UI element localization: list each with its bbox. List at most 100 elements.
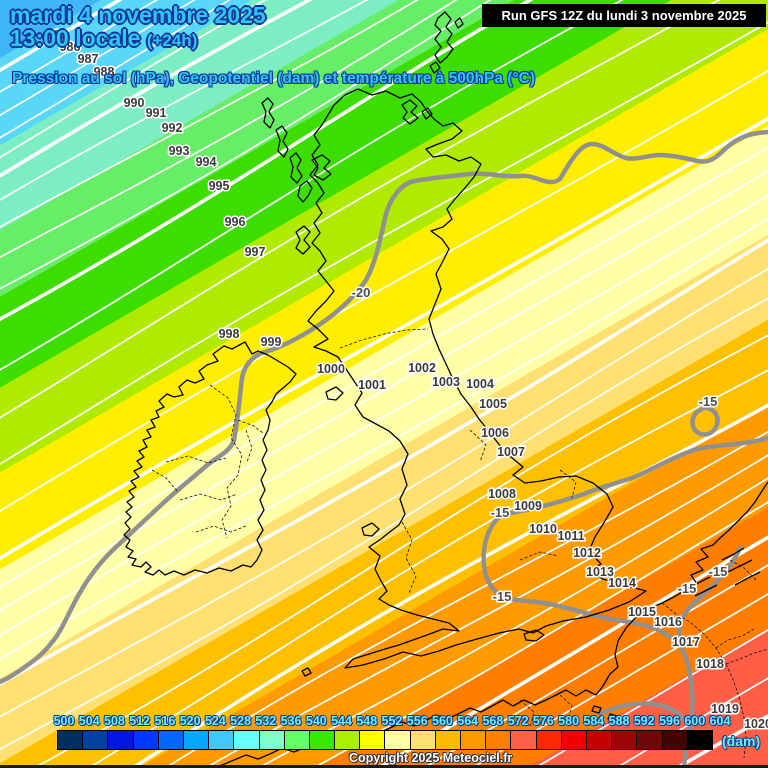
date-title: mardi 4 novembre 2025 — [10, 2, 266, 28]
border-line — [339, 328, 429, 349]
coastline — [607, 713, 618, 722]
isobar-label: 987 — [78, 52, 99, 66]
map-subtitle: Pression au sol (hPa), Geopotentiel (dam… — [12, 70, 535, 87]
isobar-line-1003 — [0, 194, 768, 637]
isobar-label: 990 — [124, 96, 145, 110]
isobar-line-1016 — [421, 564, 768, 768]
isobar-label: 1009 — [514, 499, 542, 513]
isobar-line-993 — [0, 0, 458, 259]
isobar-label: 1016 — [654, 615, 682, 629]
isobar-label: 991 — [146, 106, 167, 120]
isobar-line-1020 — [673, 713, 768, 768]
bottom-border — [0, 765, 768, 768]
border-line — [715, 627, 757, 649]
border-line — [559, 694, 573, 721]
coastline — [311, 154, 332, 181]
coastline — [297, 180, 313, 203]
isobar-line-998 — [0, 21, 768, 466]
isobar-label: 996 — [225, 215, 246, 229]
temperature-label: -15 — [493, 589, 512, 604]
border-line — [401, 521, 417, 594]
border-line — [729, 559, 757, 581]
isobar-line-1002 — [0, 170, 768, 612]
border-line — [725, 648, 768, 665]
temperature-contour — [597, 701, 687, 723]
isobar-line-1006 — [0, 267, 768, 718]
isobar-label: 994 — [196, 155, 217, 169]
isobar-line-990 — [0, 0, 314, 178]
isobar-label: 997 — [245, 245, 266, 259]
isobar-line-987 — [0, 0, 196, 117]
isobar-line-1004 — [0, 217, 768, 661]
isobar-line-986 — [0, 0, 159, 93]
isobar-label: 1018 — [696, 657, 724, 671]
isobar-line-1010 — [129, 403, 768, 768]
temperature-label: -15 — [491, 505, 510, 520]
isobar-label: 1017 — [672, 635, 700, 649]
isobar-label: 1003 — [432, 375, 460, 389]
isobar-line-1014 — [311, 501, 768, 768]
border-line — [469, 429, 487, 463]
isobar-label: 1014 — [608, 576, 636, 590]
isobar-line-991 — [0, 0, 369, 201]
isobar-line-999 — [0, 69, 768, 512]
coastline — [434, 11, 454, 64]
isobar-label: 1007 — [497, 445, 525, 459]
temperature-label: -15 — [699, 394, 718, 409]
border-line — [245, 429, 253, 463]
temperature-contour — [677, 545, 743, 643]
forecast-offset: (+24h) — [146, 31, 198, 51]
isobar-label: 1002 — [408, 361, 436, 375]
coastline — [429, 61, 441, 74]
coastline — [325, 386, 344, 401]
copyright-text: Copyright 2025 Meteociel.fr — [349, 751, 513, 765]
isobar-label: 998 — [219, 327, 240, 341]
isobar-line-1008 — [32, 334, 768, 768]
isobar-label: 1019 — [711, 702, 739, 716]
coastline — [301, 667, 312, 677]
isobar-label: 995 — [209, 179, 230, 193]
coastline — [275, 125, 289, 158]
isobar-label: 988 — [94, 65, 115, 79]
coastline — [261, 97, 275, 129]
coastline — [289, 152, 303, 184]
model-run-banner: Run GFS 12Z du lundi 3 novembre 2025 — [482, 4, 766, 27]
border-line — [165, 455, 227, 464]
isobar-line-1000 — [0, 116, 768, 561]
isobar-label: 1001 — [358, 378, 386, 392]
isobar-label: 999 — [261, 335, 282, 349]
isobar-label: 985 — [47, 28, 68, 42]
isobar-line-1005 — [0, 238, 768, 686]
coastline — [421, 107, 433, 120]
coastline — [591, 705, 602, 714]
model-run-text: Run GFS 12Z du lundi 3 novembre 2025 — [501, 8, 747, 23]
isobar-line-994 — [0, 0, 492, 290]
isobar-label: 1020 — [744, 717, 768, 731]
isobar-line-1013 — [256, 477, 768, 768]
isobar-label: 1011 — [557, 529, 584, 543]
isobar-line-985 — [0, 0, 123, 73]
border-line — [559, 469, 577, 499]
isobar-line-1019 — [614, 677, 768, 768]
isobar-line-988 — [0, 0, 232, 139]
isobar-label: 1004 — [466, 377, 494, 391]
coastline — [361, 522, 380, 537]
border-line — [237, 419, 264, 434]
temperature-contour — [690, 405, 720, 437]
isobar-label: 986 — [60, 40, 81, 54]
isobar-line-989 — [0, 0, 267, 159]
coastline — [123, 341, 297, 576]
coastline — [523, 629, 545, 642]
isobar-label: 993 — [169, 144, 190, 158]
coastline — [401, 99, 419, 125]
temperature-label: -20 — [352, 285, 371, 300]
isobar-label: 1005 — [479, 397, 507, 411]
coastline — [295, 225, 311, 255]
coastline — [307, 88, 647, 669]
border-line — [209, 384, 243, 539]
isobar-line-1007 — [0, 297, 768, 750]
border-line — [195, 525, 247, 533]
border-line — [151, 469, 179, 493]
border-line — [179, 493, 238, 501]
